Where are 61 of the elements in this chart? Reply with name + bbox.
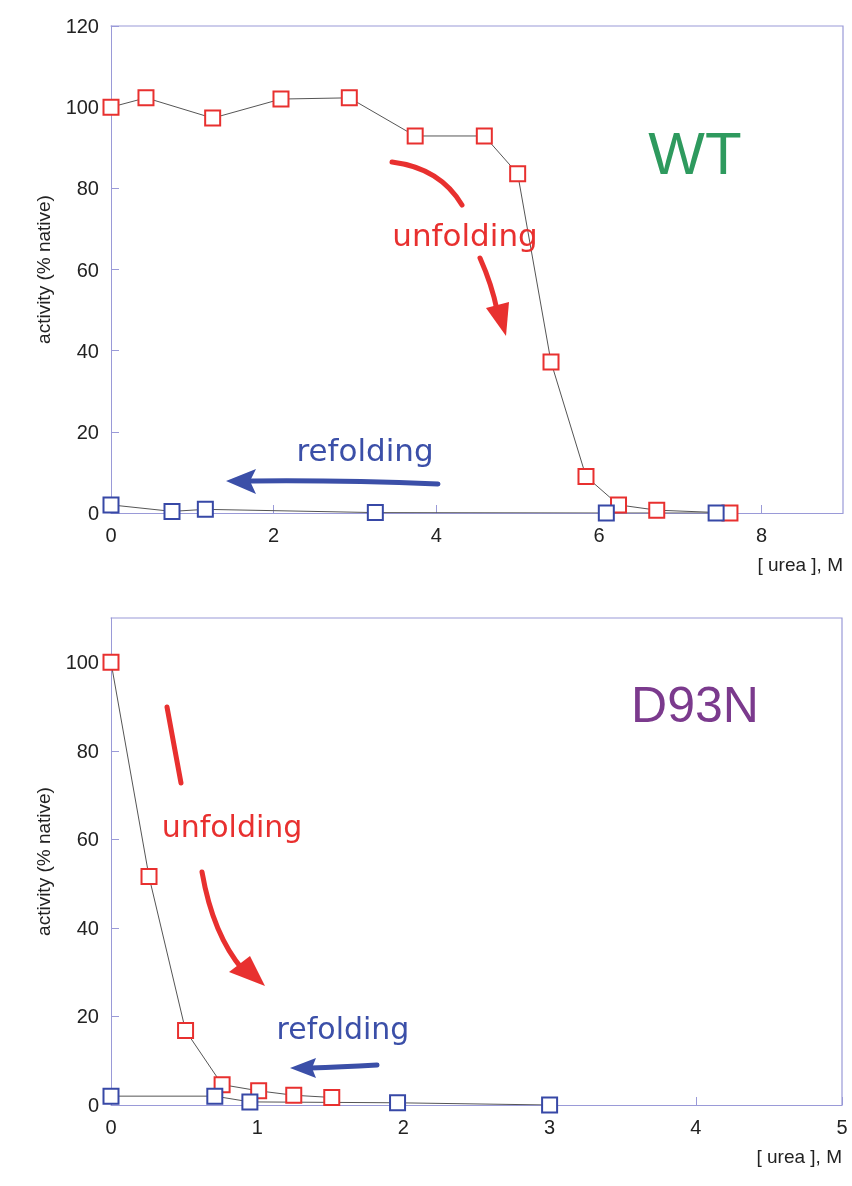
x-axis-title: [ urea ], M bbox=[757, 554, 843, 575]
y-tick-label: 20 bbox=[76, 420, 99, 443]
x-tick-label: 2 bbox=[268, 524, 280, 546]
point bbox=[648, 501, 666, 519]
y-axis-title: activity (% native) bbox=[33, 787, 54, 936]
point bbox=[406, 127, 424, 145]
point bbox=[707, 504, 725, 522]
annotation: unfolding bbox=[392, 217, 538, 253]
x-tick-label: 1 bbox=[251, 1116, 263, 1138]
x-tick-label: 0 bbox=[105, 1116, 117, 1138]
y-tick-label: 120 bbox=[65, 15, 99, 37]
point bbox=[542, 353, 560, 371]
y-tick-label: 100 bbox=[65, 96, 99, 119]
x-tick-label: 8 bbox=[756, 524, 768, 546]
x-axis-title: [ urea ], M bbox=[756, 1146, 842, 1167]
point bbox=[597, 504, 615, 522]
point bbox=[366, 504, 384, 522]
point bbox=[541, 1096, 559, 1114]
point bbox=[196, 500, 214, 518]
x-tick-label: 6 bbox=[593, 524, 605, 546]
x-tick-label: 3 bbox=[544, 1116, 556, 1138]
text: D93N bbox=[631, 677, 759, 733]
point bbox=[340, 89, 358, 107]
point bbox=[177, 1022, 195, 1040]
point bbox=[241, 1093, 259, 1111]
y-tick-label: 80 bbox=[76, 177, 99, 200]
y-tick-label: 80 bbox=[76, 739, 99, 762]
x-tick-label: 0 bbox=[105, 524, 117, 546]
annotation: refolding bbox=[276, 1010, 410, 1046]
y-tick-label: 0 bbox=[87, 1094, 99, 1116]
point bbox=[475, 127, 493, 145]
y-tick-label: 60 bbox=[76, 828, 99, 851]
point bbox=[206, 1087, 224, 1105]
point bbox=[577, 467, 595, 485]
point bbox=[102, 98, 120, 116]
point bbox=[509, 165, 527, 183]
y-tick-label: 60 bbox=[76, 258, 99, 281]
point bbox=[137, 89, 155, 107]
annotation: unfolding bbox=[161, 808, 303, 844]
x-tick-label: 4 bbox=[690, 1116, 702, 1138]
point bbox=[272, 90, 290, 108]
point bbox=[204, 109, 222, 127]
annotation: refolding bbox=[296, 432, 434, 468]
x-tick-label: 2 bbox=[397, 1116, 409, 1138]
y-tick-label: 20 bbox=[76, 1005, 99, 1028]
point bbox=[102, 653, 120, 671]
point bbox=[163, 502, 181, 520]
point bbox=[140, 868, 158, 886]
point bbox=[102, 496, 120, 514]
point bbox=[285, 1086, 303, 1104]
y-axis-title: activity (% native) bbox=[33, 195, 54, 344]
y-tick-label: 40 bbox=[76, 916, 99, 939]
x-tick-label: 5 bbox=[836, 1116, 848, 1138]
point bbox=[102, 1087, 120, 1105]
y-tick-label: 0 bbox=[87, 502, 99, 524]
y-tick-label: 40 bbox=[76, 339, 99, 362]
y-tick-label: 100 bbox=[65, 651, 99, 674]
x-tick-label: 4 bbox=[430, 524, 442, 546]
point bbox=[389, 1094, 407, 1112]
point bbox=[323, 1088, 341, 1106]
text: WT bbox=[648, 119, 742, 187]
